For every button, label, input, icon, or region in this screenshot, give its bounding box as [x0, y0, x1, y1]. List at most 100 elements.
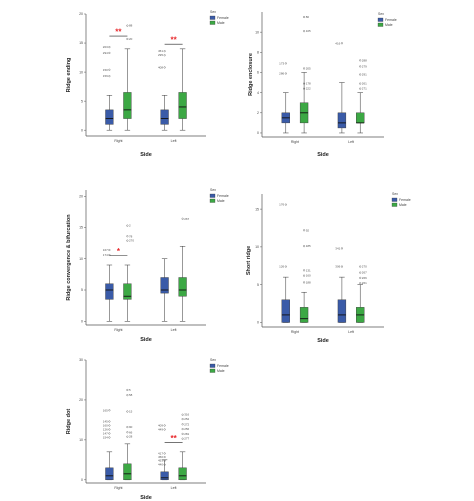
- y-axis-label: Ridge ending: [66, 58, 72, 93]
- outlier-label: 316: [184, 413, 189, 417]
- outlier-label: 150: [103, 68, 108, 72]
- y-tick-label: 0: [257, 131, 259, 135]
- box-iqr: [105, 467, 114, 481]
- outlier-point: [284, 265, 287, 268]
- outlier-point: [126, 394, 129, 397]
- outlier-point: [181, 423, 184, 426]
- outlier-label: 90: [129, 425, 133, 429]
- x-tick-label: Left: [348, 330, 354, 334]
- outlier-point: [359, 271, 362, 274]
- box-iqr: [160, 109, 169, 125]
- significance-marker: **: [170, 36, 177, 45]
- outlier-point: [303, 30, 306, 33]
- outlier-point: [303, 281, 306, 284]
- outlier-label: 176: [279, 203, 284, 207]
- x-tick-label: Right: [114, 139, 122, 143]
- box-iqr: [105, 283, 114, 300]
- outlier-label: 126: [103, 427, 108, 431]
- legend-swatch: [209, 20, 216, 25]
- outlier-point: [108, 424, 111, 427]
- y-tick-label: 10: [79, 70, 83, 74]
- outlier-label: 252: [184, 417, 189, 421]
- outlier-point: [108, 409, 111, 412]
- outlier-point: [340, 247, 343, 250]
- box-right-male: [299, 291, 309, 323]
- x-tick-label: Left: [171, 328, 177, 332]
- outlier-point: [340, 42, 343, 45]
- outlier-label: 185: [306, 244, 311, 248]
- outlier-label: 203: [103, 45, 108, 49]
- outlier-label: 288: [362, 58, 367, 62]
- outlier-label: 147: [103, 431, 108, 435]
- y-tick-label: 0: [257, 321, 259, 325]
- outlier-point: [163, 50, 166, 53]
- outlier-point: [108, 75, 111, 78]
- outlier-label: 267: [184, 217, 189, 221]
- outlier-label: 66: [129, 430, 133, 434]
- legend-title: Sex: [392, 192, 398, 196]
- box-right-male: [123, 264, 132, 322]
- box-iqr: [356, 112, 365, 124]
- box-iqr: [160, 471, 169, 481]
- outlier-label: 270: [129, 239, 134, 243]
- outlier-label: 88: [129, 24, 133, 28]
- box-iqr: [337, 112, 347, 129]
- outlier-label: 174: [103, 253, 108, 257]
- outlier-label: 126: [279, 265, 284, 269]
- outlier-point: [303, 229, 306, 232]
- box-iqr: [178, 92, 187, 119]
- outlier-point: [163, 66, 166, 69]
- outlier-label: 15: [129, 410, 133, 414]
- outlier-label: 291: [362, 73, 367, 77]
- outlier-label: 78: [129, 234, 133, 238]
- outlier-label: 449: [158, 427, 163, 431]
- outlier-point: [163, 463, 166, 466]
- outlier-point: [359, 276, 362, 279]
- y-tick-label: 30: [79, 358, 83, 362]
- outlier-label: 272: [184, 422, 189, 426]
- x-tick-label: Right: [291, 330, 299, 334]
- outlier-label: 58: [129, 393, 133, 397]
- x-axis-label: Side: [140, 495, 152, 501]
- outlier-label: 409: [158, 423, 163, 427]
- legend-entry: Male: [385, 23, 393, 27]
- outlier-point: [303, 245, 306, 248]
- outlier-label: 131: [306, 268, 311, 272]
- x-axis-label: Side: [140, 337, 152, 343]
- legend-entry: Male: [217, 199, 225, 203]
- outlier-label: 92: [306, 228, 310, 232]
- legend-entry: Male: [217, 369, 225, 373]
- legend-entry: Female: [399, 198, 411, 202]
- box-right-male: [123, 48, 132, 131]
- legend-title: Sex: [378, 12, 384, 16]
- box-iqr: [299, 307, 309, 323]
- outlier-point: [284, 72, 287, 75]
- outlier-label: 267: [362, 271, 367, 275]
- outlier-label: 451: [158, 49, 163, 53]
- box-iqr: [105, 109, 114, 125]
- box-left-male: [178, 48, 187, 131]
- outlier-point: [181, 432, 184, 435]
- box-iqr: [178, 277, 187, 297]
- outlier-point: [181, 428, 184, 431]
- legend-swatch: [377, 22, 384, 27]
- outlier-point: [126, 435, 129, 438]
- outlier-point: [163, 459, 166, 462]
- significance-marker: *: [117, 247, 121, 256]
- box-iqr: [123, 92, 132, 119]
- outlier-point: [126, 431, 129, 434]
- legend-entry: Female: [385, 18, 397, 22]
- box-right-female: [105, 451, 114, 481]
- legend-entry: Male: [217, 21, 225, 25]
- legend-entry: Female: [217, 194, 229, 198]
- outlier-label: 417: [158, 451, 163, 455]
- outlier-point: [163, 456, 166, 459]
- box-left-female: [160, 258, 169, 322]
- outlier-label: 281: [184, 432, 189, 436]
- x-tick-label: Right: [114, 328, 122, 332]
- outlier-point: [181, 217, 184, 220]
- outlier-point: [284, 203, 287, 206]
- significance-marker: **: [115, 28, 122, 37]
- outlier-point: [108, 432, 111, 435]
